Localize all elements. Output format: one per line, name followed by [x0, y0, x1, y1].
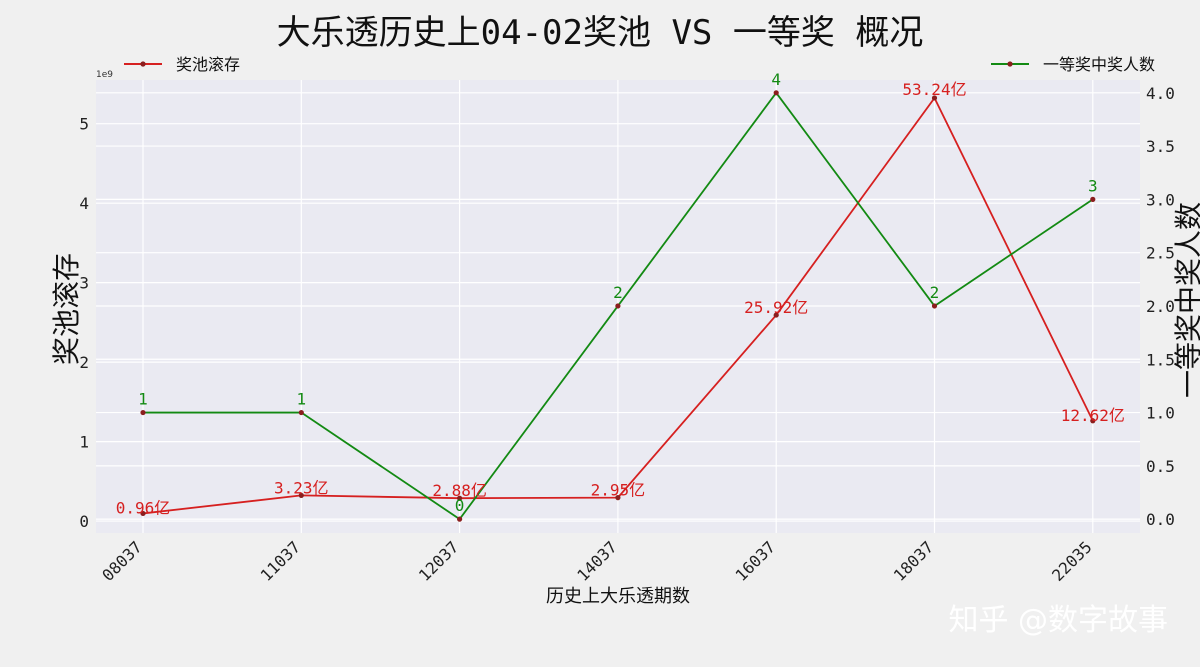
data-point-1	[298, 409, 304, 416]
data-point-0	[1090, 418, 1096, 424]
left-axis-offset-label: 1e9	[96, 70, 113, 80]
legend-left-marker	[140, 61, 146, 67]
data-label-1: 3	[1088, 176, 1098, 195]
legend-left-label: 奖池滚存	[176, 55, 240, 74]
data-label-1: 2	[613, 283, 623, 302]
right-tick-label: 0.5	[1146, 457, 1175, 476]
data-point-0	[931, 95, 938, 101]
right-tick-label: 0.0	[1146, 510, 1175, 529]
right-tick-label: 2.5	[1146, 244, 1175, 263]
data-label-0: 25.92亿	[744, 298, 808, 317]
data-point-0	[140, 510, 146, 517]
data-label-1: 1	[296, 390, 306, 409]
right-axis-ticks: 0.0 0.5 1.0 1.5 2.0 2.5 3.0 3.5 4.0	[1146, 84, 1175, 529]
data-label-1: 1	[138, 390, 148, 409]
data-point-1	[931, 303, 938, 309]
left-tick-label: 5	[79, 115, 89, 134]
right-axis-title: 一等奖中奖人数	[1172, 202, 1200, 398]
data-label-0: 12.62亿	[1061, 406, 1125, 425]
data-label-0: 2.88亿	[432, 481, 487, 500]
right-tick-label: 3.5	[1146, 137, 1175, 156]
legend-right-marker	[1007, 61, 1013, 67]
right-tick-label: 4.0	[1146, 84, 1175, 103]
chart-title: 大乐透历史上04-02奖池 VS 一等奖 概况	[277, 13, 924, 53]
grid-lines	[96, 80, 1140, 533]
right-tick-label: 1.5	[1146, 350, 1175, 369]
left-tick-label: 2	[79, 353, 89, 372]
right-tick-label: 2.0	[1146, 297, 1175, 316]
data-point-1	[457, 516, 463, 522]
data-label-1: 2	[930, 283, 940, 302]
x-axis-title: 历史上大乐透期数	[546, 586, 690, 607]
data-label-layer: 0.96亿 3.23亿 2.88亿 2.95亿 25.92亿 53.24亿 12.62亿 1 1…	[116, 70, 1125, 518]
data-label-0: 3.23亿	[274, 478, 329, 497]
left-tick-label: 3	[79, 274, 89, 293]
data-point-0	[298, 492, 304, 499]
right-tick-label: 1.0	[1146, 404, 1175, 423]
left-tick-label: 1	[79, 433, 89, 452]
left-axis-ticks: 0 1 2 3 4 5	[79, 115, 89, 531]
left-axis-title: 奖池滚存	[50, 253, 83, 365]
data-point-1	[615, 303, 621, 309]
data-label-1: 4	[771, 70, 781, 89]
watermark-text: 知乎 @数字故事	[948, 603, 1168, 638]
data-label-0: 0.96亿	[116, 498, 171, 517]
data-point-1	[773, 90, 779, 96]
legend-right-label: 一等奖中奖人数	[1043, 55, 1155, 74]
data-point-0	[773, 312, 779, 318]
data-label-0: 2.95亿	[591, 481, 646, 500]
legend-left: 奖池滚存	[124, 55, 240, 74]
left-tick-label: 4	[79, 194, 89, 213]
right-tick-label: 3.0	[1146, 190, 1175, 209]
legend-right: 一等奖中奖人数	[991, 55, 1155, 74]
data-point-1	[140, 409, 146, 416]
data-label-1: 0	[455, 496, 465, 515]
series-layer	[140, 90, 1096, 522]
left-tick-label: 0	[79, 512, 89, 531]
data-point-1	[1090, 196, 1096, 202]
data-point-0	[615, 495, 621, 501]
data-point-0	[457, 495, 463, 501]
data-label-0: 53.24亿	[902, 80, 966, 99]
